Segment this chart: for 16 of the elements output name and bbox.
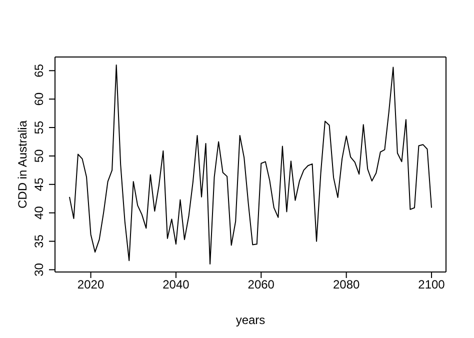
- y-tick-label: 45: [32, 177, 46, 192]
- x-tick-label: 2080: [332, 278, 360, 292]
- y-tick-label: 65: [32, 64, 46, 78]
- x-tick-label: 2020: [77, 278, 104, 292]
- y-tick-label: 35: [32, 234, 46, 248]
- y-tick-label: 55: [32, 120, 46, 134]
- x-tick-label: 2100: [418, 278, 446, 292]
- x-axis-title: years: [236, 313, 266, 327]
- y-axis-title: CDD in Australia: [15, 120, 30, 209]
- y-tick-label: 50: [32, 148, 46, 163]
- y-tick-label: 60: [32, 92, 46, 106]
- y-tick-label: 30: [32, 262, 46, 276]
- x-tick-label: 2040: [162, 278, 190, 292]
- y-tick-label: 40: [32, 206, 46, 220]
- line-series: [68, 64, 432, 265]
- x-tick-label: 2060: [248, 278, 275, 292]
